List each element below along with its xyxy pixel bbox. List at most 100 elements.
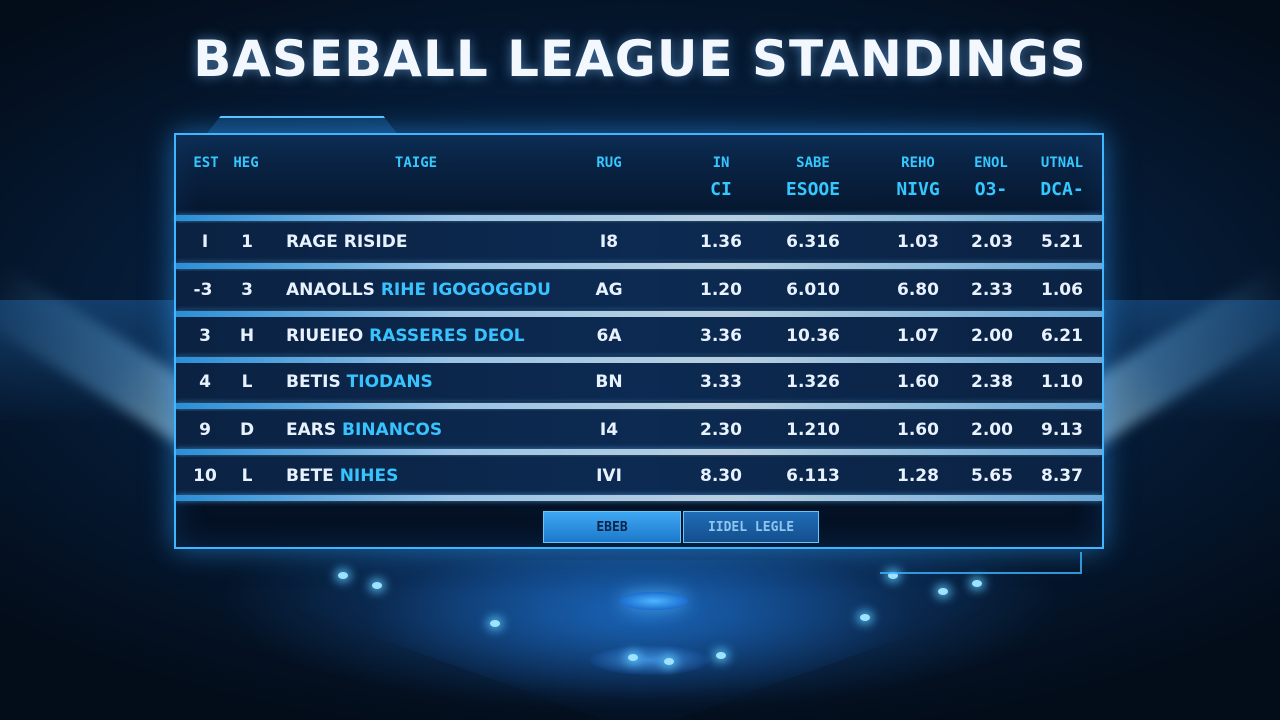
team-name-cell: BETIS TIODANS (286, 372, 433, 392)
table-row[interactable]: 4 L BETIS TIODANS BN 3.33 1.326 1.60 2.3… (176, 363, 1102, 401)
stat-cell: 5.21 (1041, 232, 1083, 252)
stat-cell: BN (595, 372, 623, 392)
field-lamp (938, 588, 948, 595)
stat-cell: 3.33 (700, 372, 742, 392)
stat-cell: 10.36 (786, 326, 840, 346)
stat-cell: 2.00 (971, 326, 1013, 346)
header-col-pos[interactable]: HEG (233, 155, 259, 171)
stat-cell: 1.03 (897, 232, 939, 252)
field-lamp (490, 620, 500, 627)
primary-button[interactable]: EBEB (543, 511, 681, 543)
stat-cell: AG (595, 280, 623, 300)
field-lamp (628, 654, 638, 661)
stat-cell: 6.80 (897, 280, 939, 300)
table-row[interactable]: 3 H RIUEIEO RASSERES DEOL 6A 3.36 10.36 … (176, 317, 1102, 355)
rank-cell: I (201, 232, 209, 252)
header-col-6-sub: ESOOE (785, 179, 841, 200)
team-name-primary: RAGE RISIDE (286, 232, 408, 252)
header-col-team[interactable]: TAIGE (394, 155, 438, 171)
field-lamp (338, 572, 348, 579)
header-col-rank[interactable]: EST (193, 155, 219, 171)
row-divider (176, 311, 1102, 317)
stat-cell: 2.38 (971, 372, 1013, 392)
team-name-primary: ANAOLLS (286, 280, 375, 300)
team-name-cell: RAGE RISIDE (286, 232, 407, 252)
table-row[interactable]: I 1 RAGE RISIDE I8 1.36 6.316 1.03 2.03 … (176, 223, 1102, 261)
header-col-9[interactable]: UTNAL (1040, 155, 1084, 171)
standings-panel: EST HEG TAIGE RUG IN CI SABE ESOOE REHO … (174, 133, 1104, 549)
stat-cell: 6A (596, 326, 622, 346)
field-lamp (716, 652, 726, 659)
table-row[interactable]: -3 3 ANAOLLS RIHE IGOGOGGDU AG 1.20 6.01… (176, 271, 1102, 309)
stat-cell: 2.00 (971, 420, 1013, 440)
header-col-6[interactable]: SABE (796, 155, 830, 171)
stat-cell: 6.21 (1041, 326, 1083, 346)
stat-cell: 2.33 (971, 280, 1013, 300)
team-name-secondary: RASSERES DEOL (369, 326, 525, 346)
stat-cell: 2.30 (700, 420, 742, 440)
rank-cell: 9 (199, 420, 211, 440)
stat-cell: IVI (596, 466, 622, 486)
field-lamp (888, 572, 898, 579)
stat-cell: 6.010 (786, 280, 840, 300)
header-col-9-sub: DCA- (1040, 179, 1084, 200)
rank-cell: 3 (199, 326, 211, 346)
team-name-primary: BETIS (286, 372, 341, 392)
stat-cell: 8.30 (700, 466, 742, 486)
row-divider (176, 449, 1102, 455)
stat-cell: 1.28 (897, 466, 939, 486)
rank-cell: -3 (193, 280, 213, 300)
standings-header: EST HEG TAIGE RUG IN CI SABE ESOOE REHO … (176, 135, 1102, 215)
stat-cell: 1.60 (897, 372, 939, 392)
team-name-cell: ANAOLLS RIHE IGOGOGGDU (286, 280, 551, 300)
stat-cell: 1.06 (1041, 280, 1083, 300)
stat-cell: 5.65 (971, 466, 1013, 486)
stat-cell: 1.210 (786, 420, 840, 440)
stat-cell: 9.13 (1041, 420, 1083, 440)
team-name-cell: EARS BINANCOS (286, 420, 442, 440)
team-name-secondary: NIHES (339, 466, 399, 486)
home-plate-glow (590, 645, 710, 675)
header-col-8[interactable]: ENOL (974, 155, 1008, 171)
panel-frame-accent (880, 552, 1082, 574)
rank-cell: 4 (199, 372, 211, 392)
pitcher-mound-light (620, 592, 688, 610)
pos-cell: H (239, 326, 255, 346)
team-name-primary: RIUEIEO (286, 326, 364, 346)
team-name-secondary: TIODANS (346, 372, 433, 392)
field-lamp (664, 658, 674, 665)
row-divider (176, 403, 1102, 409)
stat-cell: 2.03 (971, 232, 1013, 252)
stat-cell: I8 (599, 232, 619, 252)
field-lamp (860, 614, 870, 621)
row-divider (176, 495, 1102, 501)
team-name-cell: BETE NIHES (286, 466, 398, 486)
stat-cell: 3.36 (700, 326, 742, 346)
stat-cell: 1.10 (1041, 372, 1083, 392)
header-col-7[interactable]: REHO (901, 155, 935, 171)
header-col-7-sub: NIVG (896, 179, 940, 200)
team-name-cell: RIUEIEO RASSERES DEOL (286, 326, 525, 346)
table-row[interactable]: 9 D EARS BINANCOS I4 2.30 1.210 1.60 2.0… (176, 411, 1102, 449)
stat-cell: 6.113 (786, 466, 840, 486)
page-title: BASEBALL LEAGUE STANDINGS (193, 30, 1087, 88)
field-lamp (972, 580, 982, 587)
header-col-4[interactable]: RUG (596, 155, 622, 171)
header-col-5[interactable]: IN (712, 155, 730, 171)
row-divider (176, 357, 1102, 363)
stat-cell: 1.60 (897, 420, 939, 440)
table-row[interactable]: 10 L BETE NIHES IVI 8.30 6.113 1.28 5.65… (176, 457, 1102, 495)
pos-cell: L (241, 372, 253, 392)
rank-cell: 10 (193, 466, 217, 486)
stat-cell: I4 (599, 420, 619, 440)
stat-cell: 8.37 (1041, 466, 1083, 486)
pos-cell: 3 (241, 280, 253, 300)
pos-cell: D (239, 420, 255, 440)
team-name-primary: EARS (286, 420, 337, 440)
secondary-button[interactable]: IIDEL LEGLE (683, 511, 819, 543)
header-col-8-sub: O3- (974, 179, 1008, 200)
field-lamp (372, 582, 382, 589)
stat-cell: 1.36 (700, 232, 742, 252)
row-divider (176, 215, 1102, 221)
